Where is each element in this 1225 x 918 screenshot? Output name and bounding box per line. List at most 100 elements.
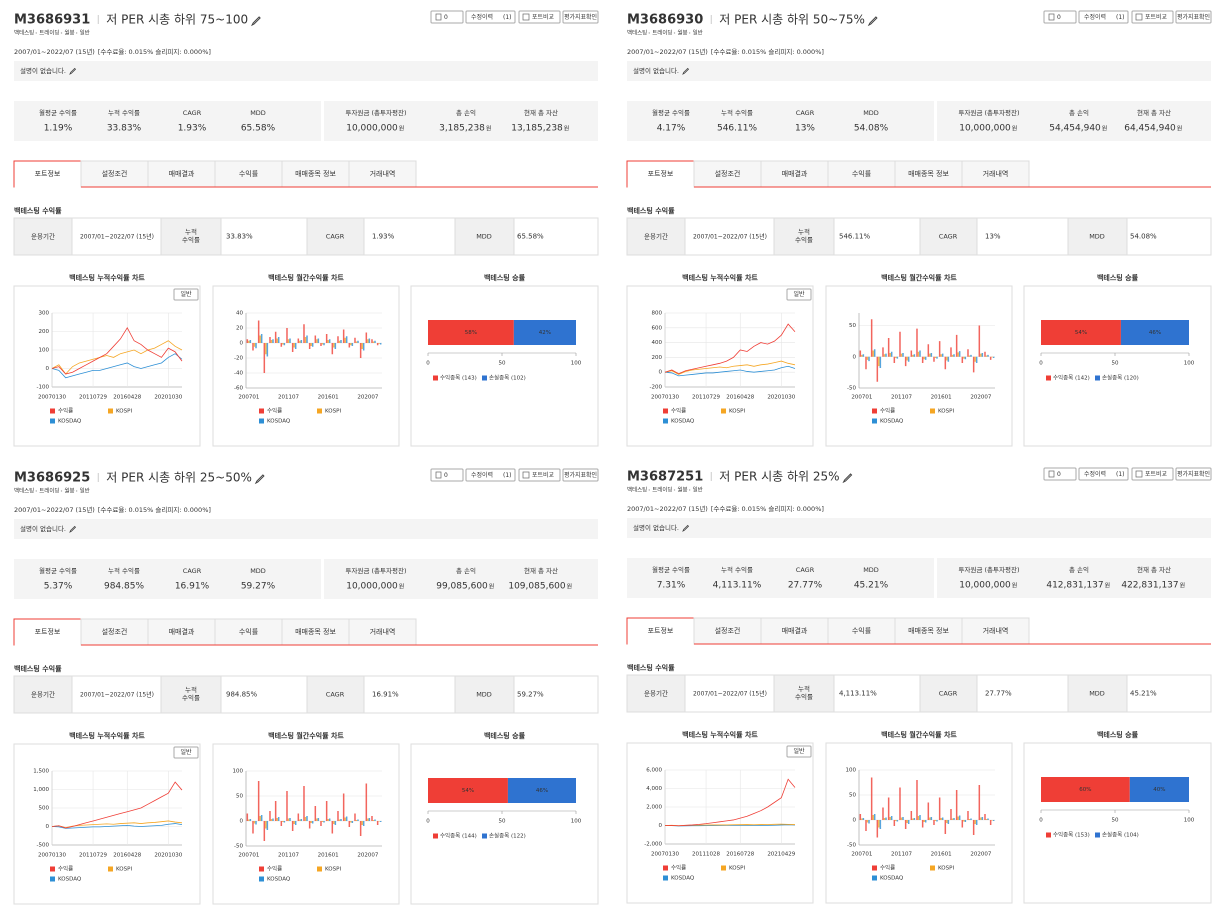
tab[interactable]: [214, 618, 283, 646]
bar: [317, 338, 320, 343]
x-tick-label: 200701: [851, 852, 872, 858]
edit-icon[interactable]: [682, 524, 690, 532]
y-tick-label: 0: [240, 819, 244, 825]
mode-button[interactable]: [786, 288, 812, 301]
tab[interactable]: [147, 160, 216, 188]
checkbox[interactable]: [522, 471, 530, 479]
bar: [906, 820, 908, 823]
tab[interactable]: [13, 160, 82, 188]
bar: [378, 343, 380, 344]
button[interactable]: [465, 468, 516, 482]
tab[interactable]: [626, 617, 695, 645]
line-series: [664, 365, 796, 377]
checkbox[interactable]: [1135, 13, 1143, 21]
button[interactable]: [1175, 467, 1212, 481]
bar: [272, 818, 274, 821]
currency: 원: [1102, 125, 1108, 133]
tab-label: 설정조건: [715, 169, 741, 178]
chart-title: 백테스팅 승률: [1097, 730, 1139, 739]
x-tick-label: 20201030: [154, 853, 182, 859]
bar: [913, 354, 916, 357]
edit-icon[interactable]: [842, 473, 853, 484]
tab[interactable]: [693, 617, 762, 645]
y-tick-label: 4,000: [646, 786, 662, 792]
bar: [919, 815, 921, 820]
y-tick-label: 1,500: [33, 769, 49, 775]
button[interactable]: [1078, 10, 1129, 24]
bar: [953, 354, 955, 357]
edit-icon[interactable]: [69, 67, 77, 75]
bar: [902, 353, 904, 357]
bar: [269, 811, 271, 821]
mode-button-label: 일반: [793, 747, 805, 755]
line-series: [51, 781, 183, 829]
tab[interactable]: [894, 617, 963, 645]
tab-cover: [14, 186, 81, 188]
legend-swatch: [50, 418, 55, 424]
edit-icon[interactable]: [867, 16, 878, 27]
portfolio-title: 저 PER 시총 하위 25~50%: [106, 471, 252, 485]
mode-button[interactable]: [173, 288, 199, 301]
tab-label: 매매결과: [169, 169, 195, 178]
bar: [900, 817, 903, 820]
bar: [344, 337, 346, 343]
portfolio-title: 저 PER 시총 하위 75~100: [106, 13, 248, 27]
tab[interactable]: [827, 617, 896, 645]
line-series: [51, 326, 183, 375]
button-label: 수정이력: [471, 471, 493, 479]
line-series: [664, 360, 796, 375]
legend-label: 수익종목 (142): [1053, 374, 1090, 382]
edit-icon[interactable]: [250, 16, 261, 27]
edit-icon[interactable]: [682, 67, 690, 75]
tab[interactable]: [348, 618, 417, 646]
x-tick-label: 20160728: [726, 852, 754, 858]
tab[interactable]: [693, 160, 762, 188]
tab[interactable]: [214, 160, 283, 188]
stat-label: 월평균 수익률: [39, 566, 77, 575]
tab[interactable]: [281, 160, 350, 188]
tab[interactable]: [348, 160, 417, 188]
bar: [865, 356, 867, 370]
stat-label: CAGR: [796, 566, 815, 574]
mode-button[interactable]: [786, 745, 812, 758]
legend-label: KOSPI: [938, 866, 954, 872]
tab[interactable]: [13, 618, 82, 646]
button[interactable]: [1078, 467, 1129, 481]
edit-icon[interactable]: [254, 474, 265, 485]
chart-box: [1023, 285, 1212, 447]
bar: [889, 817, 891, 820]
button[interactable]: [465, 10, 516, 24]
bar: [291, 821, 294, 831]
bar: [321, 821, 324, 822]
bar: [899, 331, 901, 357]
button[interactable]: [562, 468, 599, 482]
bar: [916, 780, 918, 820]
mode-button[interactable]: [173, 746, 199, 759]
bar: [904, 820, 907, 829]
tag-dot: [35, 32, 37, 34]
bar: [263, 821, 266, 841]
table-label: 수익률: [182, 236, 200, 244]
checkbox[interactable]: [1135, 470, 1143, 478]
table-label: 수익률: [182, 694, 200, 702]
tab[interactable]: [961, 617, 1030, 645]
legend-label: 수익률: [671, 407, 686, 415]
period: 2007/01~2022/07 (15년): [14, 47, 95, 56]
legend-swatch: [108, 408, 113, 414]
button[interactable]: [1175, 10, 1212, 24]
bar-segment: [1041, 777, 1130, 802]
checkbox[interactable]: [522, 13, 530, 21]
tab[interactable]: [894, 160, 963, 188]
bar: [351, 343, 354, 346]
button[interactable]: [562, 10, 599, 24]
bar: [306, 335, 308, 343]
tab[interactable]: [760, 160, 829, 188]
chart-title: 백테스팅 월간수익률 차트: [268, 273, 344, 282]
table-label: 운용기간: [644, 232, 668, 241]
bar: [350, 821, 352, 823]
edit-icon[interactable]: [69, 525, 77, 533]
money-value: 109,085,600: [508, 582, 566, 592]
description: 설명이 없습니다.: [633, 523, 679, 532]
tab[interactable]: [827, 160, 896, 188]
table-value: 546.11%: [839, 233, 870, 241]
